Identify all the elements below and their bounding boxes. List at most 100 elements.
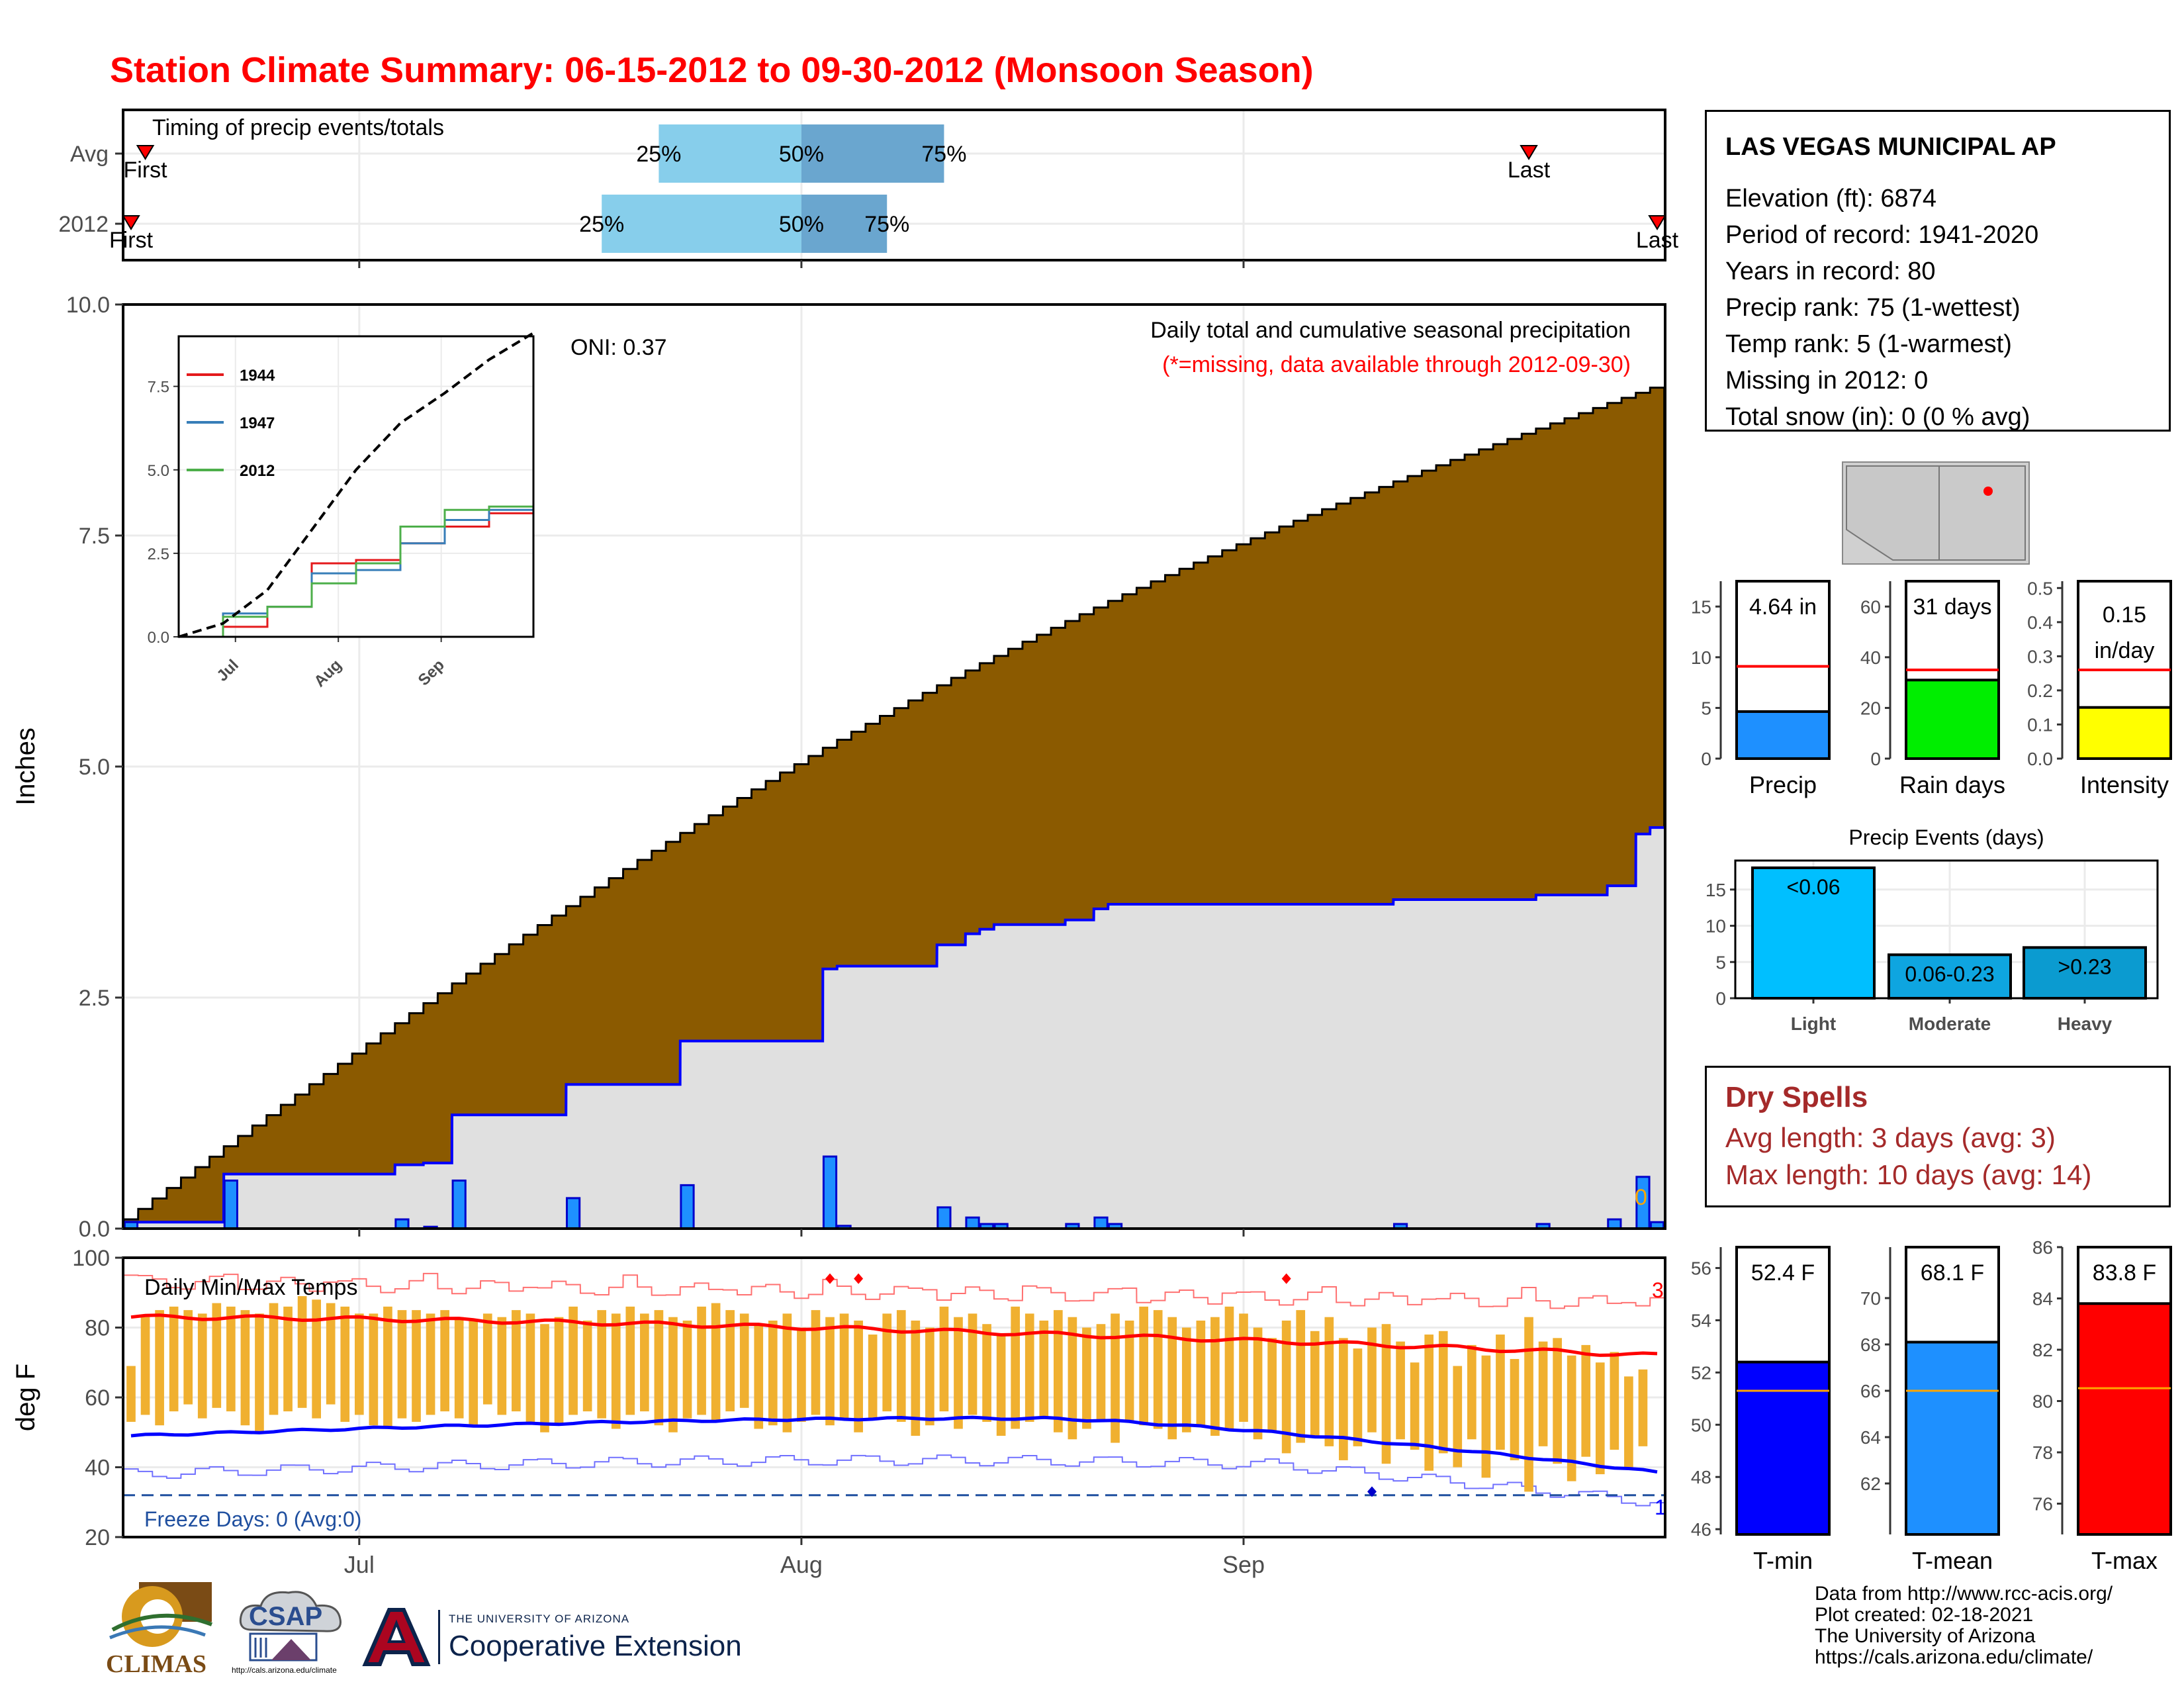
record-low-count: 1 [1655,1495,1666,1519]
climas-emblem-icon [109,1582,213,1647]
small-bar-Precip [1735,710,1831,761]
daily-precip-bar [223,1179,238,1230]
timing-q50-q75-bar [801,124,944,183]
station-detail-line: Temp rank: 5 (1-warmest) [1725,330,2012,358]
daily-temp-range-bar [1181,1327,1191,1432]
small-bar-y-tick-label: 0 [1701,749,1711,769]
precip-panel-subtitle: (*=missing, data available through 2012-… [1162,352,1631,377]
temps-y-axis-label: deg F [11,1364,40,1431]
daily-temp-range-bar [1553,1338,1562,1464]
small-bar-y-tick-label: 68 [1860,1335,1881,1355]
daily-temp-range-bar [1353,1348,1363,1446]
small-bar-y-tick-label: 0.4 [2027,612,2053,633]
timing-row-label: 2012 [58,212,109,237]
daily-temp-range-bar [582,1320,592,1412]
daily-temp-range-bar [754,1324,764,1429]
station-detail-line: Missing in 2012: 0 [1725,367,1929,395]
climas-wordmark: CLIMAS [106,1650,207,1678]
inset-legend-label: 1944 [240,367,275,385]
daily-temp-range-bar [340,1306,350,1422]
daily-temp-range-bar [954,1317,963,1429]
small-bar-y-tick-label: 62 [1860,1474,1881,1494]
source-line-4: https://cals.arizona.edu/climate/ [1815,1646,2093,1668]
temps-y-tick-label: 20 [85,1525,110,1550]
small-bar-y-tick-label: 66 [1860,1381,1881,1401]
small-bar-Intensity [2077,706,2172,760]
small-bar-y-tick-label: 0.1 [2027,714,2053,735]
daily-temp-range-bar [1324,1317,1334,1446]
timing-q50-label: 50% [779,142,824,167]
daily-temp-range-bar [1139,1306,1148,1426]
timing-first-marker-icon [136,145,155,160]
timing-q75-label: 75% [921,142,966,167]
small-bar-y-tick-label: 56 [1691,1258,1711,1279]
record-high-marker-icon [1281,1273,1291,1284]
daily-temp-range-bar [283,1306,293,1412]
small-bar-y-tick-label: 78 [2032,1442,2053,1463]
temps-y-tick-label: 100 [72,1246,110,1271]
climas-logo: CLIMAS [106,1578,218,1677]
daily-temp-range-bar [1595,1362,1605,1475]
temps-y-tick-label: 80 [85,1316,110,1341]
daily-temp-range-bar [169,1306,179,1412]
daily-temp-range-bar [1481,1355,1491,1478]
daily-precip-bar [936,1206,952,1230]
daily-temp-range-bar [868,1335,878,1419]
timing-last-label: Last [1636,228,1679,253]
inset-bg [179,336,533,637]
timing-first-marker-icon [122,215,140,230]
dry-spells-title: Dry Spells [1725,1081,1868,1113]
daily-temp-range-bar [896,1310,906,1422]
timing-last-marker-icon [1520,145,1538,160]
station-detail-line: Precip rank: 75 (1-wettest) [1725,294,2021,322]
small-bar-y-tick-label: 10 [1691,647,1711,668]
small-bar-category-label: T-max [2091,1547,2158,1574]
timing-q75-label: 75% [864,212,909,237]
record-high-marker-icon [854,1273,864,1284]
avg-min-temp-line [130,1415,1658,1474]
daily-temp-range-bar [1210,1317,1220,1436]
daily-temp-range-bar [968,1313,978,1415]
source-line-1: Data from http://www.rcc-acis.org/ [1815,1583,2113,1605]
small-bar-y-tick-label: 0.0 [2027,749,2053,769]
temps-y-tick-label: 40 [85,1456,110,1481]
timing-last-marker-icon [1648,215,1666,230]
tmax-value-label: 83.8 F [2093,1260,2156,1286]
precip-panel-title: Daily total and cumulative seasonal prec… [1150,318,1631,343]
ua-block-a-icon [362,1608,431,1666]
daily-temp-range-bar [297,1296,307,1408]
precip-event-bar-Light [1751,866,1876,1000]
timing-q25-q50-bar [602,195,801,253]
daily-temp-range-bar [1638,1369,1648,1446]
daily-temp-range-bar [197,1313,207,1419]
temps-y-tick-label: 60 [85,1385,110,1411]
timing-q50-q75-bar [801,195,887,253]
locator-map-state-east [1938,465,2026,561]
daily-temp-range-bar [1224,1306,1234,1429]
daily-temp-range-bar [1096,1324,1106,1422]
daily-temp-range-bar [1296,1310,1306,1443]
small-bar-y-tick-label: 60 [1860,596,1881,617]
daily-temp-range-bar [1510,1358,1520,1460]
precip-y-tick-label: 0.0 [79,1217,110,1242]
daily-temp-range-bar [226,1306,236,1412]
daily-temp-range-bar [1496,1335,1505,1450]
station-name: LAS VEGAS MUNICIPAL AP [1725,133,2056,161]
daily-temp-range-bar [469,1320,478,1426]
inset-y-tick-label: 7.5 [148,379,169,397]
precip-event-value-label: 0.06-0.23 [1905,962,1994,986]
daily-temp-range-bar [1011,1306,1021,1429]
small-bar-category-label: Intensity [2080,771,2169,798]
daily-temp-range-bar [1339,1338,1348,1460]
daily-precip-bar [394,1218,410,1230]
daily-temp-range-bar [155,1310,164,1426]
daily-temp-range-bar [1396,1341,1405,1440]
daily-temp-range-bar [212,1303,222,1408]
timing-last-label: Last [1508,158,1551,183]
precip-y-tick-label: 2.5 [79,986,110,1011]
precip-events-y-tick-label: 5 [1715,952,1726,972]
small-bar-T-max [2077,1302,2172,1536]
daily-temp-range-bar [540,1324,549,1432]
cumulative-2012-area [124,827,1664,1229]
